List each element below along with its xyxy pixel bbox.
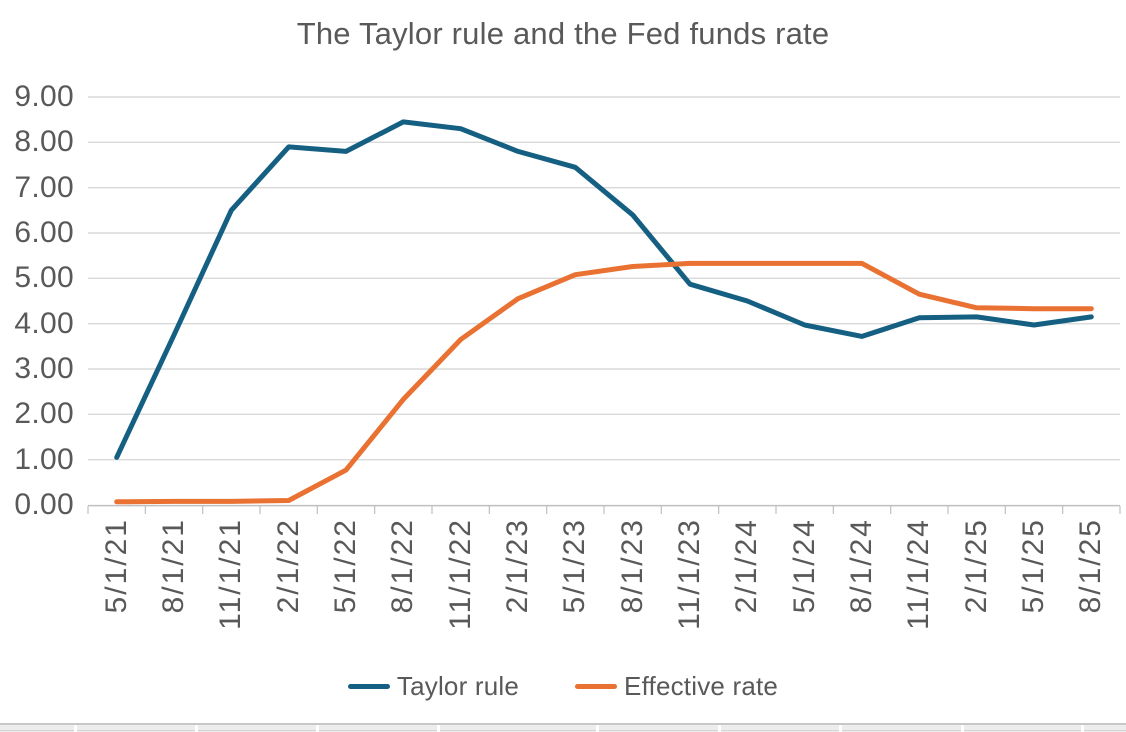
spreadsheet-column-separator: [437, 725, 440, 732]
x-tick-label: 5/1/21: [99, 518, 133, 614]
series-line-effective-rate[interactable]: [114, 260, 1094, 505]
x-tick-slot: 8/1/25: [1063, 518, 1120, 668]
y-tick-label: 1.00: [14, 442, 74, 476]
x-tick-slot: 11/1/24: [891, 518, 948, 668]
x-tick-slot: 8/1/23: [604, 518, 661, 668]
x-tick-label: 2/1/25: [959, 518, 993, 614]
x-tick-slot: 2/1/25: [948, 518, 1005, 668]
x-tick-slot: 11/1/21: [203, 518, 260, 668]
spreadsheet-column-separator: [596, 725, 599, 732]
spreadsheet-column-separator: [839, 725, 842, 732]
effective-rate-line-marker-icon: [575, 683, 618, 689]
x-tick-label: 8/1/24: [844, 518, 878, 614]
x-tick-label: 11/1/21: [214, 518, 248, 630]
x-tick-label: 8/1/21: [156, 518, 190, 614]
spreadsheet-column-separator: [961, 725, 964, 732]
x-tick-slot: 5/1/24: [776, 518, 833, 668]
y-tick-label: 6.00: [14, 216, 74, 249]
x-tick-slot: 2/1/24: [719, 518, 776, 668]
spreadsheet-column-separator: [74, 725, 77, 732]
legend-label-effective-rate: Effective rate: [624, 670, 779, 701]
y-tick-label: 8.00: [14, 125, 74, 159]
spreadsheet-column-separator: [195, 725, 198, 732]
x-tick-slot: 2/1/22: [260, 518, 317, 668]
spreadsheet-row-strip: [0, 725, 1126, 732]
y-tick-label: 9.00: [14, 80, 74, 113]
spreadsheet-column-separator: [1081, 725, 1084, 732]
spreadsheet-grid-line: [0, 729, 1126, 731]
x-axis-labels: 5/1/21 8/1/21 11/1/21 2/1/22 5/1/22 8/1/22 11/…: [88, 518, 1120, 668]
spreadsheet-column-separator: [316, 725, 319, 732]
x-tick-slot: 11/1/23: [661, 518, 718, 668]
x-tick-label: 11/1/23: [672, 518, 706, 630]
y-tick-label: 2.00: [14, 397, 74, 431]
y-tick-label: 7.00: [14, 170, 74, 204]
x-tick-slot: 5/1/23: [547, 518, 604, 668]
x-tick-label: 2/1/24: [730, 518, 764, 614]
x-tick-label: 5/1/23: [558, 518, 592, 614]
x-tick-slot: 5/1/21: [88, 518, 145, 668]
x-tick-label: 11/1/22: [443, 518, 477, 630]
x-tick-label: 5/1/25: [1016, 518, 1050, 614]
x-tick-slot: 5/1/25: [1005, 518, 1062, 668]
x-tick-slot: 8/1/24: [833, 518, 890, 668]
spreadsheet-grid-line: [0, 723, 1126, 725]
x-tick-label: 8/1/22: [386, 518, 420, 614]
x-tick-label: 5/1/22: [328, 518, 362, 614]
chart-legend: Taylor rule Effective rate: [0, 667, 1126, 705]
y-tick-label: 0.00: [14, 488, 74, 521]
y-axis-labels: 9.00 8.00 7.00 6.00 5.00 4.00 3.00 2.00 1.00 0.00: [0, 0, 74, 732]
legend-label-taylor-rule: Taylor rule: [396, 670, 520, 701]
chart-title: The Taylor rule and the Fed funds rate: [296, 16, 830, 51]
x-tick-slot: 5/1/22: [317, 518, 374, 668]
series-line-taylor-rule[interactable]: [114, 119, 1094, 460]
x-tick-slot: 8/1/21: [145, 518, 202, 668]
y-tick-label: 3.00: [14, 352, 74, 385]
x-tick-label: 8/1/25: [1074, 518, 1108, 614]
x-tick-slot: 8/1/22: [375, 518, 432, 668]
x-tick-label: 2/1/23: [500, 518, 534, 614]
y-tick-label: 4.00: [14, 306, 74, 340]
legend-item[interactable]: Taylor rule: [347, 670, 520, 702]
y-tick-label: 5.00: [14, 261, 74, 295]
x-tick-label: 8/1/23: [615, 518, 649, 614]
x-tick-label: 2/1/22: [271, 518, 305, 614]
legend-item[interactable]: Effective rate: [575, 671, 778, 702]
spreadsheet-column-separator: [718, 725, 721, 732]
x-tick-label: 5/1/24: [787, 518, 821, 614]
x-tick-slot: 11/1/22: [432, 518, 489, 668]
taylor-rule-line-marker-icon: [347, 683, 390, 689]
x-tick-label: 11/1/24: [902, 518, 936, 630]
x-tick-slot: 2/1/23: [489, 518, 546, 668]
